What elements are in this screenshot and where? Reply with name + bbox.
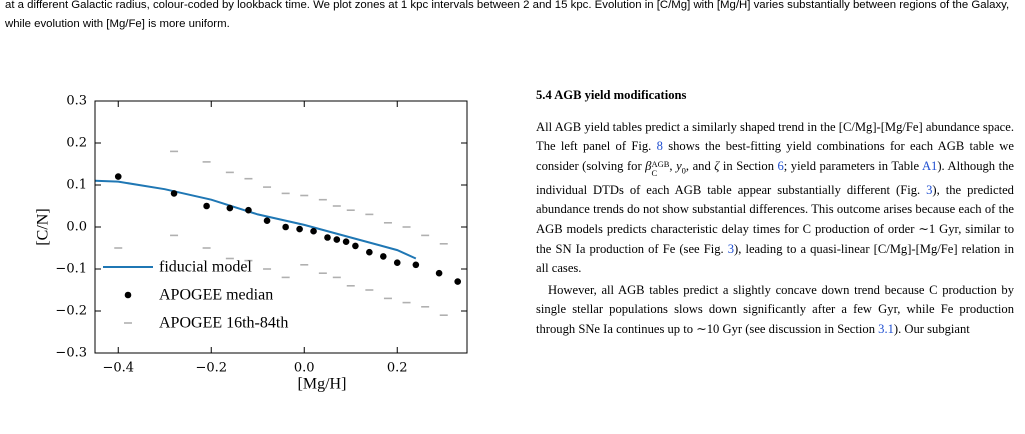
text: in Section: [719, 158, 778, 173]
subscript: C: [651, 167, 658, 178]
median-point: [412, 261, 420, 269]
legend-label: fiducial model: [159, 259, 252, 276]
table-link[interactable]: A1: [921, 158, 938, 173]
text: ), leading to a quasi-linear [C/Mg]-[Mg/…: [536, 241, 1014, 276]
section: 5.4 AGB yield modifications All AGB yiel…: [536, 86, 1014, 340]
paragraph: However, all AGB tables predict a slight…: [536, 281, 1014, 340]
x-tick-label: 0.0: [294, 361, 315, 376]
legend-swatch: [124, 291, 132, 299]
median-point: [393, 259, 401, 267]
y-tick-label: 0.2: [66, 136, 87, 151]
figure-caption: at a different Galactic radius, colour-c…: [5, 0, 1010, 30]
y-tick-label: −0.3: [55, 346, 87, 361]
subscript: 0: [681, 165, 686, 176]
median-point: [435, 269, 443, 277]
y-axis-label: [C/N]: [35, 208, 52, 245]
median-point: [454, 278, 462, 285]
x-tick-label: −0.4: [102, 361, 134, 376]
figure-link[interactable]: 3: [926, 182, 933, 197]
median-point: [380, 253, 387, 260]
text: ,: [669, 158, 677, 173]
figure-link[interactable]: 8: [656, 139, 663, 154]
y-tick-label: −0.1: [55, 262, 87, 277]
median-point: [366, 248, 373, 256]
text: All AGB yield tables predict a similarly…: [536, 119, 1014, 154]
x-axis-label: [Mg/H]: [298, 376, 347, 393]
superscript: AGB: [651, 158, 670, 169]
model-line: [94, 179, 417, 260]
median-point: [333, 236, 341, 243]
text: shows the best-fitting yield combination…: [536, 139, 1014, 173]
median-point: [114, 173, 122, 180]
text: ; yield parameters in Table: [783, 158, 922, 173]
y-tick-label: 0.3: [66, 94, 87, 109]
plot-frame: [94, 100, 468, 354]
median-point: [245, 206, 252, 214]
y-tick-label: 0.0: [66, 220, 87, 235]
text: ), the predicted abundance trends do not…: [536, 182, 1014, 256]
median-point: [170, 190, 178, 197]
median-point: [263, 217, 271, 224]
figure-link[interactable]: 3: [727, 241, 735, 256]
median-point: [352, 242, 359, 250]
symbol: β: [645, 158, 652, 173]
text: ). Our subgiant: [893, 322, 970, 337]
section-link[interactable]: 6: [777, 158, 784, 173]
median-point: [324, 234, 331, 241]
section-link[interactable]: 3.1: [878, 322, 894, 337]
symbol: y: [676, 158, 682, 173]
median-point: [310, 227, 317, 235]
text: , and: [685, 158, 715, 173]
symbol: ζ: [714, 158, 720, 173]
text: ). Although the individual DTDs of each …: [536, 158, 1014, 197]
text: However, all AGB tables predict a slight…: [536, 282, 1014, 337]
legend-label: APOGEE median: [159, 287, 273, 304]
y-tick-label: −0.2: [55, 304, 87, 319]
section-heading: 5.4 AGB yield modifications: [536, 88, 687, 102]
symbol-indices: AGB C: [651, 158, 670, 178]
median-point: [342, 238, 350, 245]
median-point: [296, 225, 303, 233]
median-point: [203, 202, 210, 210]
median-point: [282, 223, 289, 231]
median-point: [226, 204, 234, 212]
legend-label: APOGEE 16th-84th: [159, 315, 288, 332]
chart: [Mg/H] [C/N] −0.4 −0.2 0.0 0.2 −0.3 −0.2 −0.1 0…: [35, 94, 468, 393]
x-tick-label: −0.2: [195, 361, 227, 376]
x-tick-label: 0.2: [387, 361, 408, 376]
paragraph: All AGB yield tables predict a similarly…: [536, 118, 1014, 279]
y-tick-label: 0.1: [66, 178, 87, 193]
